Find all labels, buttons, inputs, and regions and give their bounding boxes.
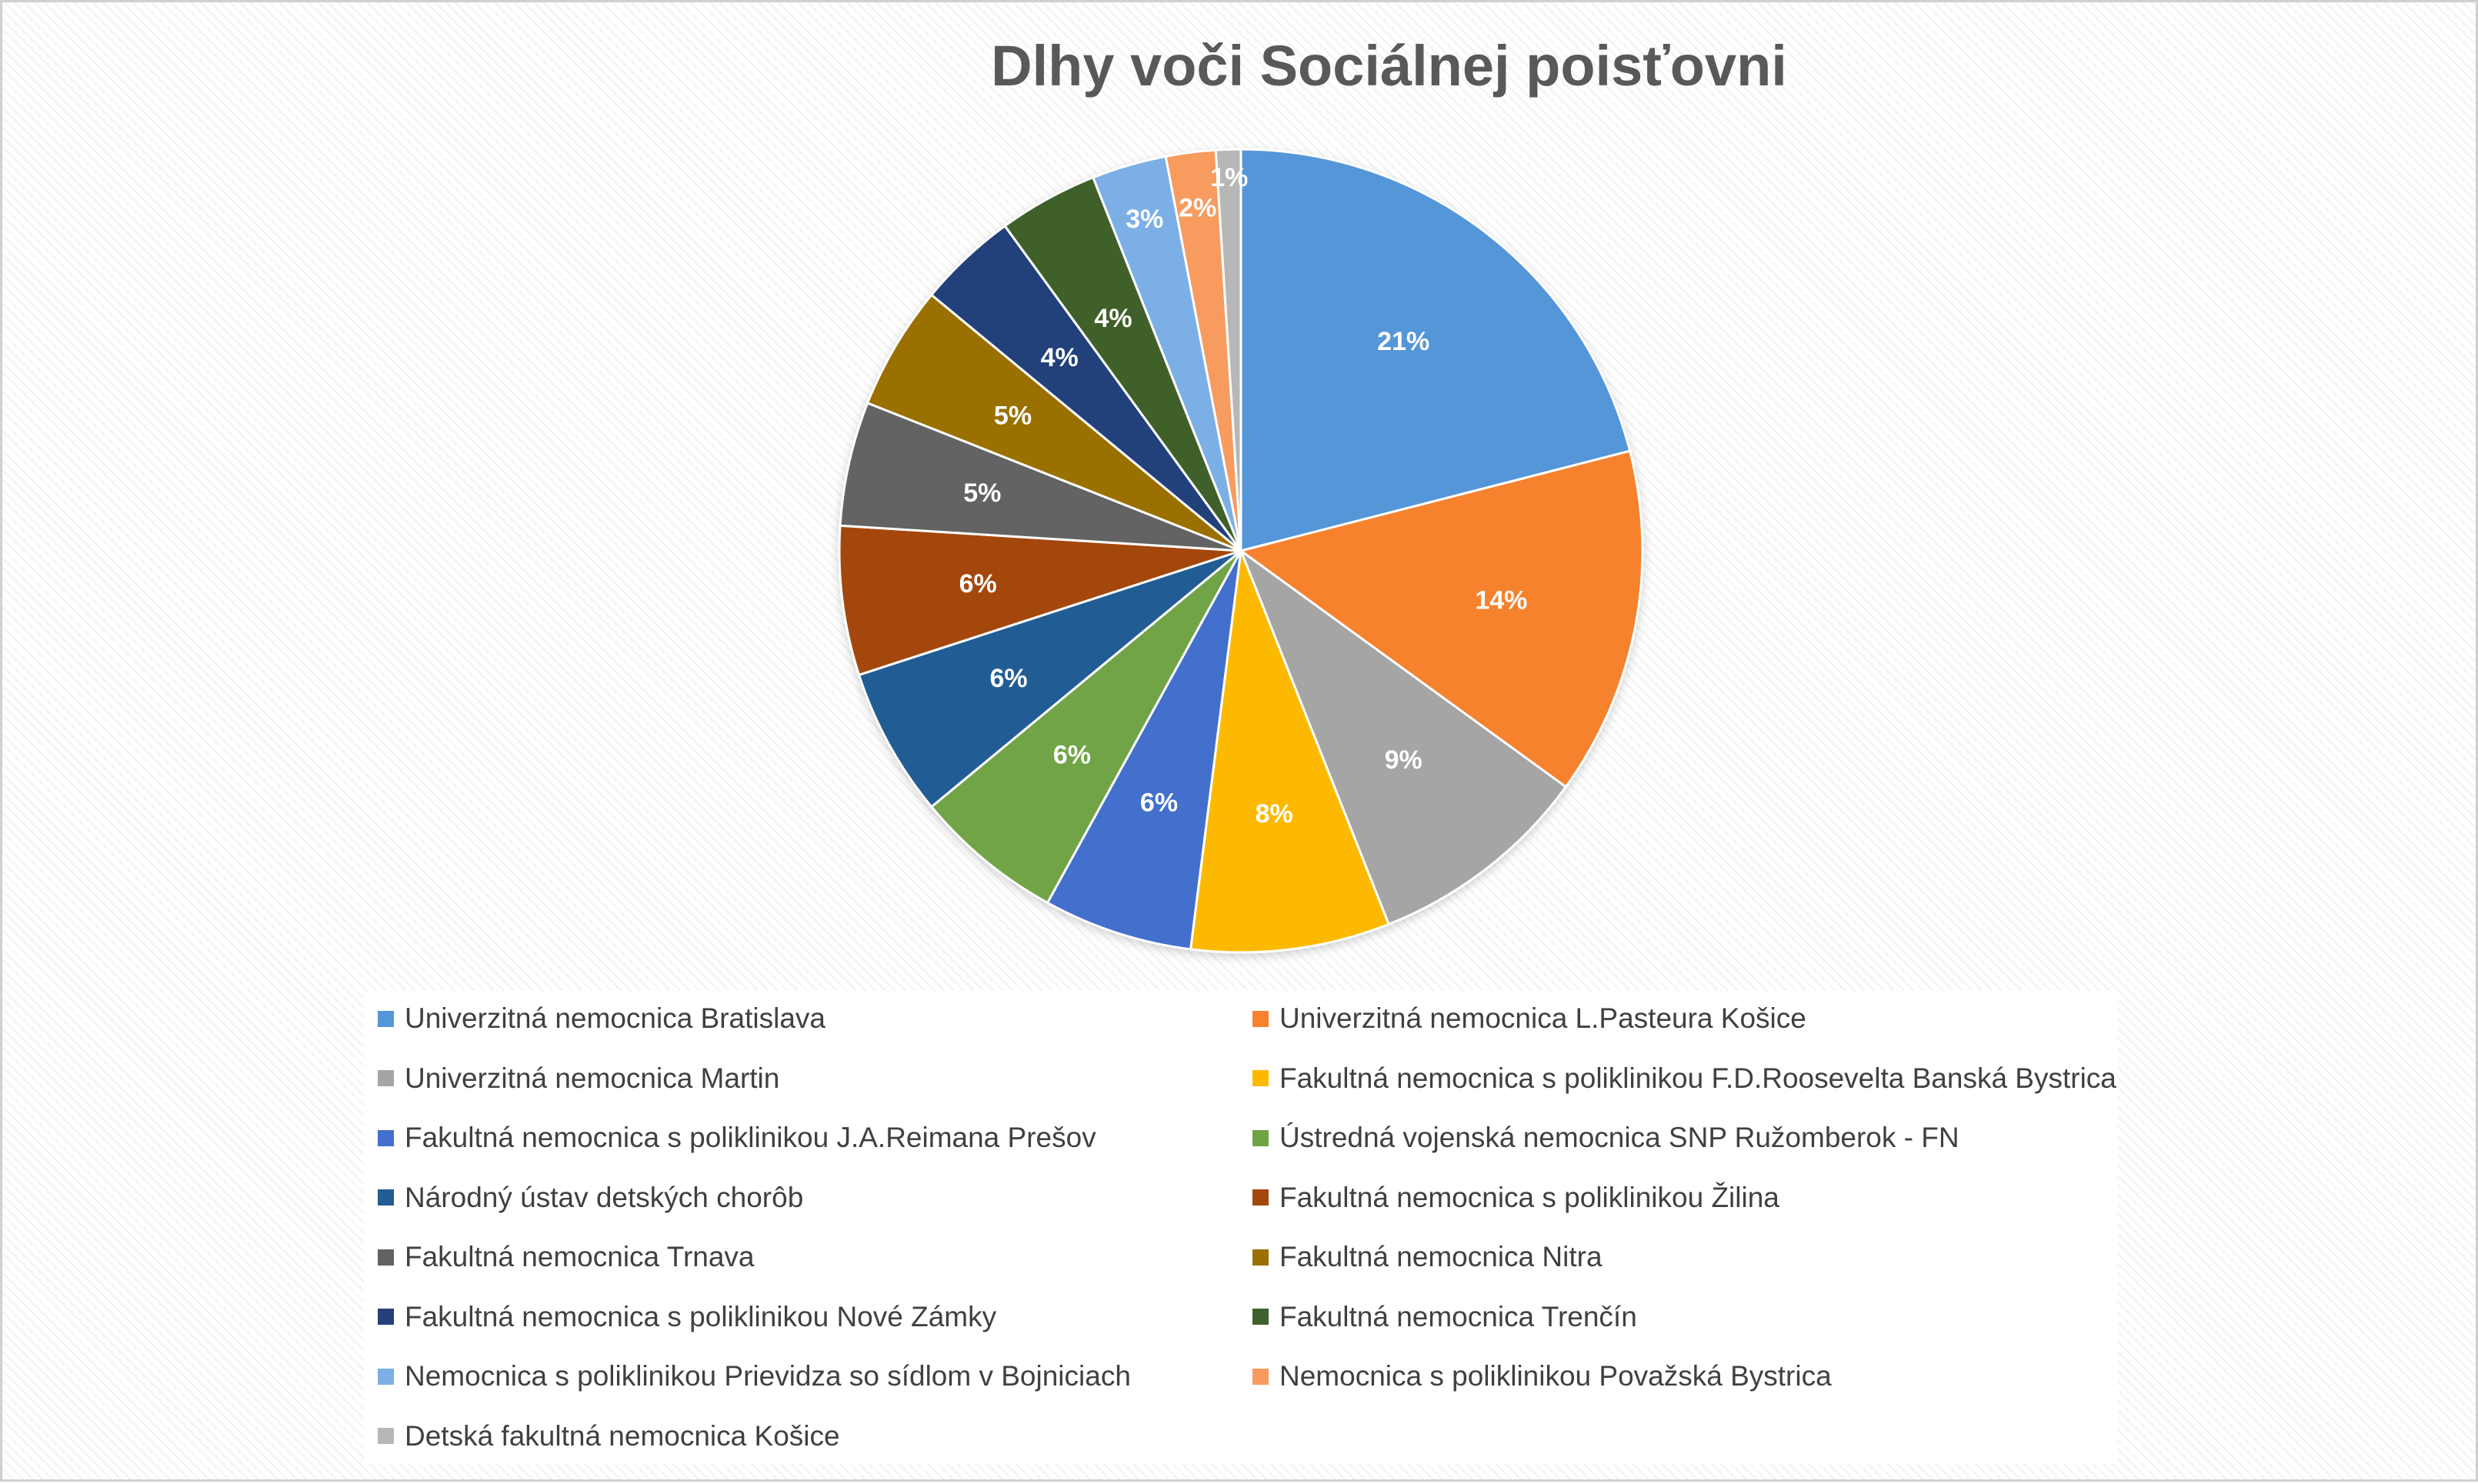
legend-item-13: Nemocnica s poliklinikou Prievidza so sí… xyxy=(378,1360,1131,1392)
pie-slices xyxy=(838,148,1644,954)
legend-label: Nemocnica s poliklinikou Prievidza so sí… xyxy=(405,1360,1131,1392)
chart-title: Dlhy voči Sociálnej poisťovni xyxy=(991,34,1787,98)
legend-label: Fakultná nemocnica Nitra xyxy=(1279,1241,1603,1272)
legend-label: Národný ústav detských chorôb xyxy=(405,1181,804,1213)
pie-slice-4 xyxy=(1189,550,1391,954)
legend-swatch xyxy=(378,1010,394,1027)
legend-swatch xyxy=(1252,1309,1269,1325)
legend-item-4: Fakultná nemocnica s poliklinikou F.D.Ro… xyxy=(1252,1062,2116,1095)
pie-slice-15 xyxy=(1214,148,1242,552)
data-label-5: 6% xyxy=(1140,789,1178,818)
data-label-15: 1% xyxy=(1210,163,1248,192)
data-label-9: 5% xyxy=(963,479,1001,508)
legend-item-3: Univerzitná nemocnica Martin xyxy=(378,1062,779,1095)
data-label-4: 8% xyxy=(1256,799,1293,829)
legend-item-9: Fakultná nemocnica Trnava xyxy=(378,1241,755,1273)
legend-item-15: Detská fakultná nemocnica Košice xyxy=(378,1420,840,1452)
legend-swatch xyxy=(378,1189,394,1206)
pie-slice-10 xyxy=(865,293,1242,552)
legend-item-5: Fakultná nemocnica s poliklinikou J.A.Re… xyxy=(378,1122,1096,1154)
legend-item-7: Národný ústav detských chorôb xyxy=(378,1182,803,1214)
data-label-14: 2% xyxy=(1179,194,1216,223)
legend-swatch xyxy=(378,1368,394,1385)
legend-label: Fakultná nemocnica s poliklinikou Nové Z… xyxy=(405,1300,997,1332)
legend-item-1: Univerzitná nemocnica Bratislava xyxy=(378,1002,825,1035)
legend-item-12: Fakultná nemocnica Trenčín xyxy=(1252,1301,1637,1333)
legend-swatch xyxy=(1252,1249,1269,1266)
legend-item-6: Ústredná vojenská nemocnica SNP Ružomber… xyxy=(1252,1122,1959,1154)
legend-item-11: Fakultná nemocnica s poliklinikou Nové Z… xyxy=(378,1301,996,1333)
pie-slice-6 xyxy=(929,549,1242,905)
legend-swatch xyxy=(378,1428,394,1444)
legend-label: Detská fakultná nemocnica Košice xyxy=(405,1419,840,1452)
legend-swatch xyxy=(1252,1070,1269,1086)
legend-swatch xyxy=(1252,1189,1269,1206)
legend-label: Fakultná nemocnica Trenčín xyxy=(1279,1300,1637,1332)
data-label-12: 4% xyxy=(1094,304,1132,333)
legend-label: Nemocnica s poliklinikou Považská Bystri… xyxy=(1279,1360,1832,1392)
pie-slice-7 xyxy=(857,549,1242,809)
legend-label: Fakultná nemocnica s poliklinikou Žilina xyxy=(1279,1181,1779,1213)
legend-label: Ústredná vojenská nemocnica SNP Ružomber… xyxy=(1279,1122,1959,1153)
legend-label: Fakultná nemocnica Trnava xyxy=(405,1241,755,1272)
legend-swatch xyxy=(1252,1129,1269,1146)
data-label-3: 9% xyxy=(1385,745,1422,775)
data-label-10: 5% xyxy=(994,402,1032,431)
pie-slice-2 xyxy=(1238,449,1644,789)
data-label-11: 4% xyxy=(1041,343,1079,372)
pie-slice-3 xyxy=(1238,547,1568,926)
legend-label: Univerzitná nemocnica L.Pasteura Košice xyxy=(1279,1002,1806,1034)
legend-swatch xyxy=(1252,1368,1269,1385)
legend-item-10: Fakultná nemocnica Nitra xyxy=(1252,1241,1603,1273)
pie-slice-5 xyxy=(1046,550,1242,951)
pie-slice-8 xyxy=(838,524,1242,677)
pie-slice-1 xyxy=(1239,148,1632,552)
legend-swatch xyxy=(378,1249,394,1266)
legend-swatch xyxy=(1252,1010,1269,1027)
data-label-1: 21% xyxy=(1377,327,1429,356)
data-label-7: 6% xyxy=(990,664,1028,693)
data-label-2: 14% xyxy=(1475,586,1527,615)
legend-swatch xyxy=(378,1309,394,1325)
data-label-13: 3% xyxy=(1126,205,1163,234)
legend-label: Fakultná nemocnica s poliklinikou F.D.Ro… xyxy=(1279,1062,2116,1094)
legend-item-8: Fakultná nemocnica s poliklinikou Žilina xyxy=(1252,1182,1779,1214)
legend-label: Univerzitná nemocnica Bratislava xyxy=(405,1002,826,1034)
pie-slice-9 xyxy=(839,401,1242,552)
legend: Univerzitná nemocnica Bratislava Univerzi… xyxy=(364,991,2118,1464)
data-label-6: 6% xyxy=(1053,741,1091,770)
legend-swatch xyxy=(378,1129,394,1146)
legend-swatch xyxy=(378,1070,394,1086)
legend-item-14: Nemocnica s poliklinikou Považská Bystri… xyxy=(1252,1360,1832,1392)
legend-label: Fakultná nemocnica s poliklinikou J.A.Re… xyxy=(405,1122,1096,1153)
data-label-8: 6% xyxy=(959,569,997,599)
legend-label: Univerzitná nemocnica Martin xyxy=(405,1062,780,1094)
legend-item-2: Univerzitná nemocnica L.Pasteura Košice xyxy=(1252,1002,1806,1035)
